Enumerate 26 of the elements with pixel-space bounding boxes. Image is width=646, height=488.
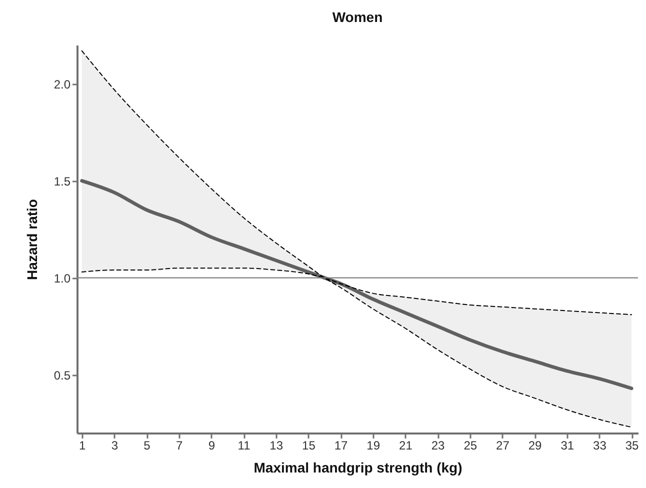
- x-tick-label: 1: [79, 438, 86, 452]
- line-series: [80, 179, 634, 390]
- y-tick-label: 1.0: [54, 271, 71, 286]
- x-tick-label: 31: [560, 438, 574, 452]
- y-axis-title: Hazard ratio: [24, 199, 40, 280]
- x-tick-label: 27: [496, 438, 510, 452]
- x-tick-label: 3: [111, 438, 118, 452]
- x-tick-label: 15: [302, 438, 316, 452]
- x-axis-title: Maximal handgrip strength (kg): [254, 460, 462, 476]
- y-tick-label: 0.5: [54, 368, 71, 382]
- x-tick-label: 21: [399, 438, 413, 452]
- x-tick-label: 29: [528, 438, 542, 452]
- chart-title: Women: [332, 9, 383, 25]
- x-tick-label: 19: [366, 438, 380, 452]
- y-tick-label: 1.5: [54, 174, 71, 188]
- x-tick-label: 11: [238, 438, 251, 452]
- x-tick-label: 17: [334, 438, 348, 452]
- y-tick-label: 2.0: [54, 77, 71, 92]
- x-tick-label: 5: [144, 438, 151, 452]
- x-tick-label: 33: [593, 438, 607, 452]
- x-tick-label: 13: [270, 438, 284, 452]
- x-tick-label: 9: [208, 438, 216, 452]
- x-tick-label: 35: [625, 438, 640, 452]
- x-tick-label: 25: [464, 438, 478, 452]
- x-tick-label: 7: [176, 438, 184, 452]
- x-tick-label: 23: [431, 438, 446, 452]
